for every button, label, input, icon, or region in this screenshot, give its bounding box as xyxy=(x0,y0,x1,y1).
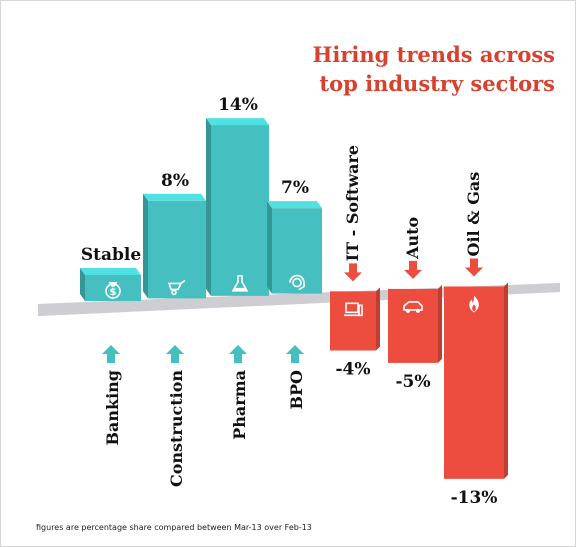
bar-auto xyxy=(388,288,438,363)
category-label-auto: Auto xyxy=(403,216,422,259)
bar-banking xyxy=(85,274,141,301)
bar-oil-gas xyxy=(444,286,504,479)
bar-side-it-software xyxy=(376,287,380,351)
data-label-auto: -5% xyxy=(395,372,430,392)
bar-side-bpo xyxy=(267,201,272,294)
svg-text:$: $ xyxy=(110,287,117,298)
category-label-construction: Construction xyxy=(167,370,186,487)
down-arrow-icon xyxy=(404,260,422,279)
data-label-construction: 8% xyxy=(161,171,189,191)
up-arrow-icon xyxy=(286,345,304,363)
chart-title-line1: Hiring trends across xyxy=(313,42,555,67)
bar-group-oil-gas: -13% Oil & Gas xyxy=(444,172,508,508)
money-bag-icon: $ xyxy=(105,282,121,299)
bar-pharma xyxy=(211,125,269,296)
bar-it-software xyxy=(330,291,376,351)
headset-icon xyxy=(289,274,305,291)
data-label-pharma: 14% xyxy=(218,95,258,115)
category-label-banking: Banking xyxy=(103,370,122,446)
category-label-oil-gas: Oil & Gas xyxy=(464,172,483,257)
bar-side-auto xyxy=(438,284,442,363)
computer-icon xyxy=(344,302,363,317)
category-label-it-software: IT - Software xyxy=(343,145,362,261)
car-icon xyxy=(403,301,423,313)
data-label-oil-gas: -13% xyxy=(451,488,498,508)
up-arrow-icon xyxy=(102,345,120,363)
bar-group-pharma: 14% Pharma xyxy=(206,95,269,440)
bar-side-banking xyxy=(80,267,85,301)
bar-top-banking xyxy=(80,267,141,275)
bar-group-auto: -5% Auto xyxy=(388,216,442,392)
wheelbarrow-icon xyxy=(167,279,186,296)
bar-group-it-software: -4% IT - Software xyxy=(330,145,380,380)
flask-icon xyxy=(231,275,249,292)
bar-top-bpo xyxy=(267,201,322,209)
data-label-bpo: 7% xyxy=(281,178,309,198)
up-arrow-icon xyxy=(166,345,184,363)
bar-side-oil-gas xyxy=(504,282,508,479)
flame-icon xyxy=(469,295,479,313)
data-label-banking: Stable xyxy=(81,245,141,265)
bar-top-construction xyxy=(143,193,206,201)
up-arrow-icon xyxy=(229,345,247,363)
bar-side-construction xyxy=(143,193,148,299)
chart-title-line2: top industry sectors xyxy=(319,71,555,96)
bar-bpo xyxy=(272,208,322,294)
down-arrow-icon xyxy=(465,258,483,277)
bar-side-pharma xyxy=(206,118,211,296)
bar-construction xyxy=(148,200,206,299)
footnote: figures are percentage share compared be… xyxy=(36,523,312,532)
category-label-pharma: Pharma xyxy=(230,370,249,440)
bar-group-construction: 8% Construction xyxy=(143,171,206,487)
bar-group-banking: $ Stable Banking xyxy=(80,245,141,446)
bar-group-bpo: 7% BPO xyxy=(267,178,322,410)
bar-top-pharma xyxy=(206,118,269,126)
category-label-bpo: BPO xyxy=(287,370,306,410)
down-arrow-icon xyxy=(344,263,362,282)
data-label-it-software: -4% xyxy=(335,360,370,380)
